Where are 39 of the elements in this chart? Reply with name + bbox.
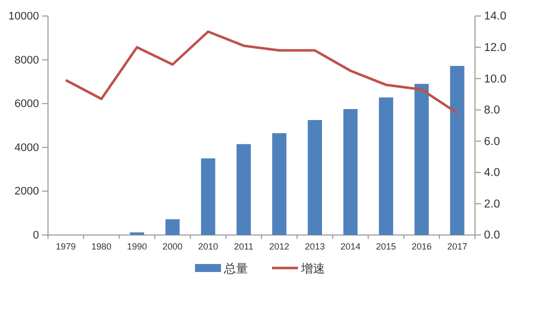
x-tick-label: 2013 — [304, 241, 325, 252]
bar — [165, 219, 180, 235]
y-tick-label: 2000 — [14, 186, 39, 198]
x-tick-label: 2016 — [412, 241, 432, 252]
bar — [130, 232, 144, 235]
x-tick-label: 1979 — [56, 241, 76, 252]
y2-tick-label: 8.0 — [484, 104, 500, 117]
x-tick-label: 2017 — [447, 241, 468, 252]
bar — [450, 66, 464, 235]
y2-tick-label: 2.0 — [484, 198, 500, 210]
x-tick-label: 2011 — [234, 241, 254, 252]
y-tick-label: 0 — [32, 230, 39, 242]
x-tick-label: 1990 — [126, 241, 147, 252]
bar — [272, 133, 286, 235]
y-tick-label: 4000 — [14, 142, 39, 154]
y2-tick-label: 12.0 — [484, 42, 506, 54]
bar — [378, 97, 394, 235]
x-tick-label: 2012 — [269, 241, 290, 252]
y2-tick-label: 10.0 — [484, 73, 506, 86]
y-tick-label: 8000 — [14, 54, 39, 66]
bar — [308, 120, 322, 235]
x-tick-label: 2000 — [162, 241, 183, 252]
y2-tick-label: 4.0 — [484, 167, 500, 180]
y2-tick-label: 14.0 — [484, 10, 506, 23]
x-tick-label: 2014 — [340, 241, 360, 252]
x-tick-label: 2015 — [376, 241, 396, 252]
y-tick-label: 10000 — [8, 10, 39, 23]
y-tick-label: 6000 — [14, 98, 39, 110]
legend-label: 增速 — [300, 262, 325, 276]
x-tick-label: 1980 — [91, 241, 112, 252]
x-tick-label: 2010 — [198, 241, 218, 252]
y2-tick-label: 6.0 — [484, 136, 500, 148]
bar — [343, 109, 358, 235]
legend-label: 总量 — [223, 262, 248, 276]
bar — [236, 144, 251, 235]
bar — [414, 84, 429, 235]
line-series — [64, 30, 458, 114]
bar — [201, 158, 216, 235]
y2-tick-label: 0.0 — [484, 230, 500, 242]
